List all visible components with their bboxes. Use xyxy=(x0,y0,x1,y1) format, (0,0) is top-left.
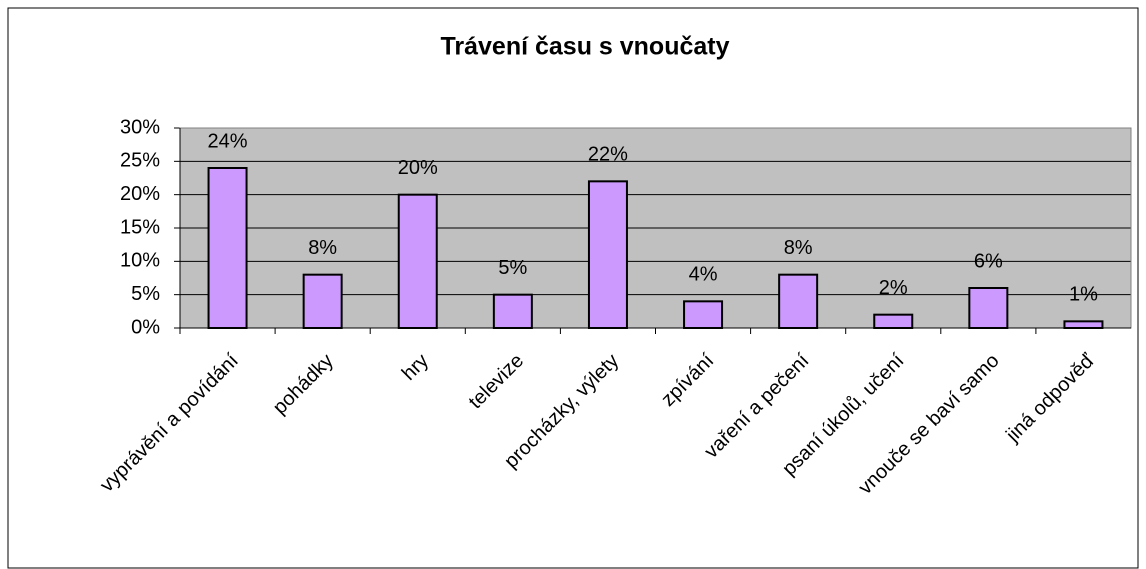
y-tick-label: 30% xyxy=(120,116,160,138)
bar xyxy=(397,193,438,329)
data-label: 24% xyxy=(208,130,248,152)
bar xyxy=(778,273,819,329)
bar xyxy=(207,167,248,329)
data-label: 8% xyxy=(784,237,813,259)
data-label: 5% xyxy=(498,257,527,279)
bar xyxy=(1063,320,1104,330)
y-tick-label: 25% xyxy=(120,150,160,172)
data-label: 6% xyxy=(974,250,1003,272)
y-tick-label: 5% xyxy=(131,283,160,305)
bar xyxy=(302,273,343,329)
bar xyxy=(587,180,628,329)
data-label: 4% xyxy=(689,264,718,286)
data-label: 22% xyxy=(588,144,628,166)
bar xyxy=(873,313,914,329)
y-tick-label: 20% xyxy=(120,183,160,205)
y-tick-label: 10% xyxy=(120,250,160,272)
y-tick-label: 0% xyxy=(131,316,160,338)
bar xyxy=(683,300,724,330)
data-label: 1% xyxy=(1069,284,1098,306)
data-label: 8% xyxy=(308,237,337,259)
bar xyxy=(492,293,533,329)
chart-title: Trávení času s vnoučaty xyxy=(440,33,729,61)
data-label: 2% xyxy=(879,277,908,299)
data-label: 20% xyxy=(398,157,438,179)
bar xyxy=(968,287,1009,329)
y-tick-label: 15% xyxy=(120,216,160,238)
